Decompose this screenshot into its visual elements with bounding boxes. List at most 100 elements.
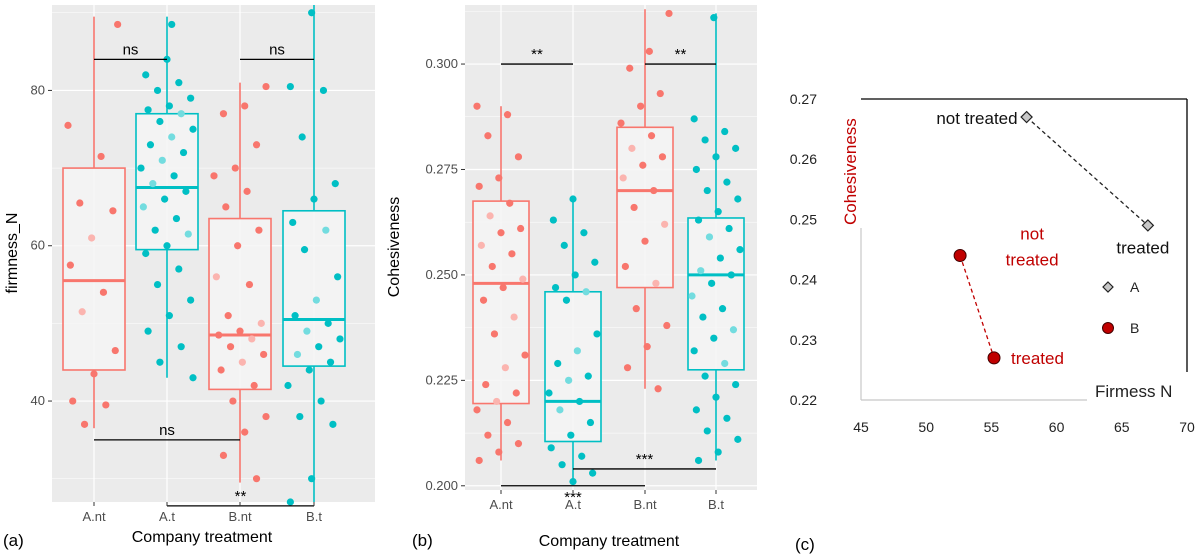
point-A.nt [493, 397, 501, 406]
point-A.nt [473, 102, 481, 110]
x-tick-label-B.t: B.t [306, 509, 322, 524]
panel-b-annotations: ** ******** [501, 46, 716, 506]
point-A.t [165, 102, 173, 110]
legend-label-B: B [1130, 320, 1139, 336]
point-B.t [298, 133, 306, 141]
point-A.t [573, 347, 581, 355]
y-tick-label: 0.225 [425, 372, 458, 387]
y-tick-label: 0.22 [790, 392, 817, 408]
point-B.nt [222, 203, 230, 211]
point-B.nt [650, 186, 658, 195]
point-B.t [286, 82, 294, 91]
panel-c-xlabel: Firmess N [1095, 382, 1172, 401]
y-tick-label: 0.23 [790, 332, 817, 348]
point-B.nt [641, 237, 649, 245]
point-A.nt [514, 153, 523, 161]
y-tick-label: 0.200 [425, 478, 458, 493]
panel-c-axes [860, 98, 1188, 401]
point-A.t [549, 216, 557, 224]
point-B.t [310, 195, 318, 203]
legend-marker-A [1102, 281, 1114, 293]
point-A.t [571, 271, 579, 279]
point-B.nt [241, 102, 249, 110]
panel-b: ** ******** 0.2000.2250.2500.2750.300A.nt… [386, 5, 757, 550]
point-B.t [732, 380, 740, 389]
point-A.t [545, 389, 553, 397]
point-A.t [554, 359, 562, 368]
panel-a-points [64, 9, 344, 506]
point-A.nt [490, 330, 499, 338]
point-A.t [569, 195, 577, 203]
point-A.nt [495, 448, 503, 456]
y-tick-label: 0.300 [425, 56, 458, 71]
y-tick-label: 0.24 [790, 272, 817, 288]
point-B.nt [252, 141, 261, 149]
point-B.nt [645, 47, 653, 55]
point-A.t [151, 226, 159, 234]
point-B.t [714, 208, 722, 216]
point-B.nt [630, 203, 638, 212]
point-A.t [593, 330, 601, 338]
x-tick-label-A.nt: A.nt [82, 509, 106, 524]
point-B.t [701, 136, 709, 144]
point-A.nt [510, 313, 518, 321]
point-B.t [284, 381, 292, 390]
point-B.t [303, 327, 311, 335]
point-A.t [556, 406, 564, 414]
point-A.t [187, 94, 195, 102]
point-A.t [139, 203, 147, 211]
point-B.t [736, 246, 744, 254]
legend-marker-B [1102, 322, 1114, 334]
panel-c: 45 50 55 60 65 70 0.22 0.23 0.24 0.25 0.26 0.27 not… [790, 91, 1195, 554]
point-A.nt [475, 456, 483, 465]
significance-label: ns [269, 41, 285, 58]
point-B.t [732, 144, 740, 152]
point-B.t [718, 305, 727, 313]
point-A.t [161, 195, 169, 203]
point-A.nt [109, 207, 117, 215]
point-A.nt [76, 199, 84, 207]
point-B.nt [217, 366, 225, 374]
point-A.nt [66, 261, 74, 269]
marker-A [1020, 110, 1033, 124]
point-A.t [567, 431, 575, 439]
significance-label: ** [531, 46, 543, 63]
point-B.nt [619, 174, 627, 182]
panel-a-letter: (a) [3, 531, 24, 550]
point-A.t [586, 418, 595, 427]
point-B.t [305, 366, 313, 374]
point-A.t [156, 117, 164, 126]
point-A.nt [512, 389, 520, 397]
point-A.nt [80, 420, 89, 428]
point-B.t [317, 397, 325, 405]
point-A.nt [488, 262, 496, 271]
y-tick-label: 0.250 [425, 267, 458, 282]
panel-a-ticks: 40 60 80 A.nt A.t B.nt B.t [31, 82, 323, 524]
panel-a-xlabel: Company treatment [132, 529, 273, 546]
point-A.nt [508, 250, 516, 258]
point-A.t [172, 214, 181, 223]
point-B.t [692, 406, 700, 414]
point-B.t [694, 216, 703, 224]
point-B.nt [262, 82, 270, 91]
point-A.nt [64, 121, 72, 129]
point-A.nt [519, 275, 527, 283]
point-A.nt [473, 406, 481, 414]
box-A.t [135, 112, 199, 251]
panel-b-ticks: 0.200 0.225 0.250 0.275 0.300 A.nt A.t B.nt B.t [425, 56, 724, 512]
y-tick-label: 0.27 [790, 91, 817, 107]
point-B.t [336, 335, 344, 343]
panel-a: ns ns ns ** 40 60 80 A.nt A.t B.nt B.t Company tr… [3, 5, 375, 550]
point-B.t [727, 271, 735, 279]
point-B.nt [238, 358, 246, 366]
point-A.nt [102, 401, 110, 409]
point-B.t [690, 347, 698, 355]
point-B.t [688, 292, 696, 300]
point-B.t [322, 226, 330, 234]
point-B.t [705, 233, 714, 241]
significance-label: ns [159, 422, 175, 439]
point-B.t [703, 427, 711, 435]
point-B.nt [626, 64, 634, 72]
point-B.nt [243, 187, 251, 195]
point-A.t [565, 376, 573, 384]
